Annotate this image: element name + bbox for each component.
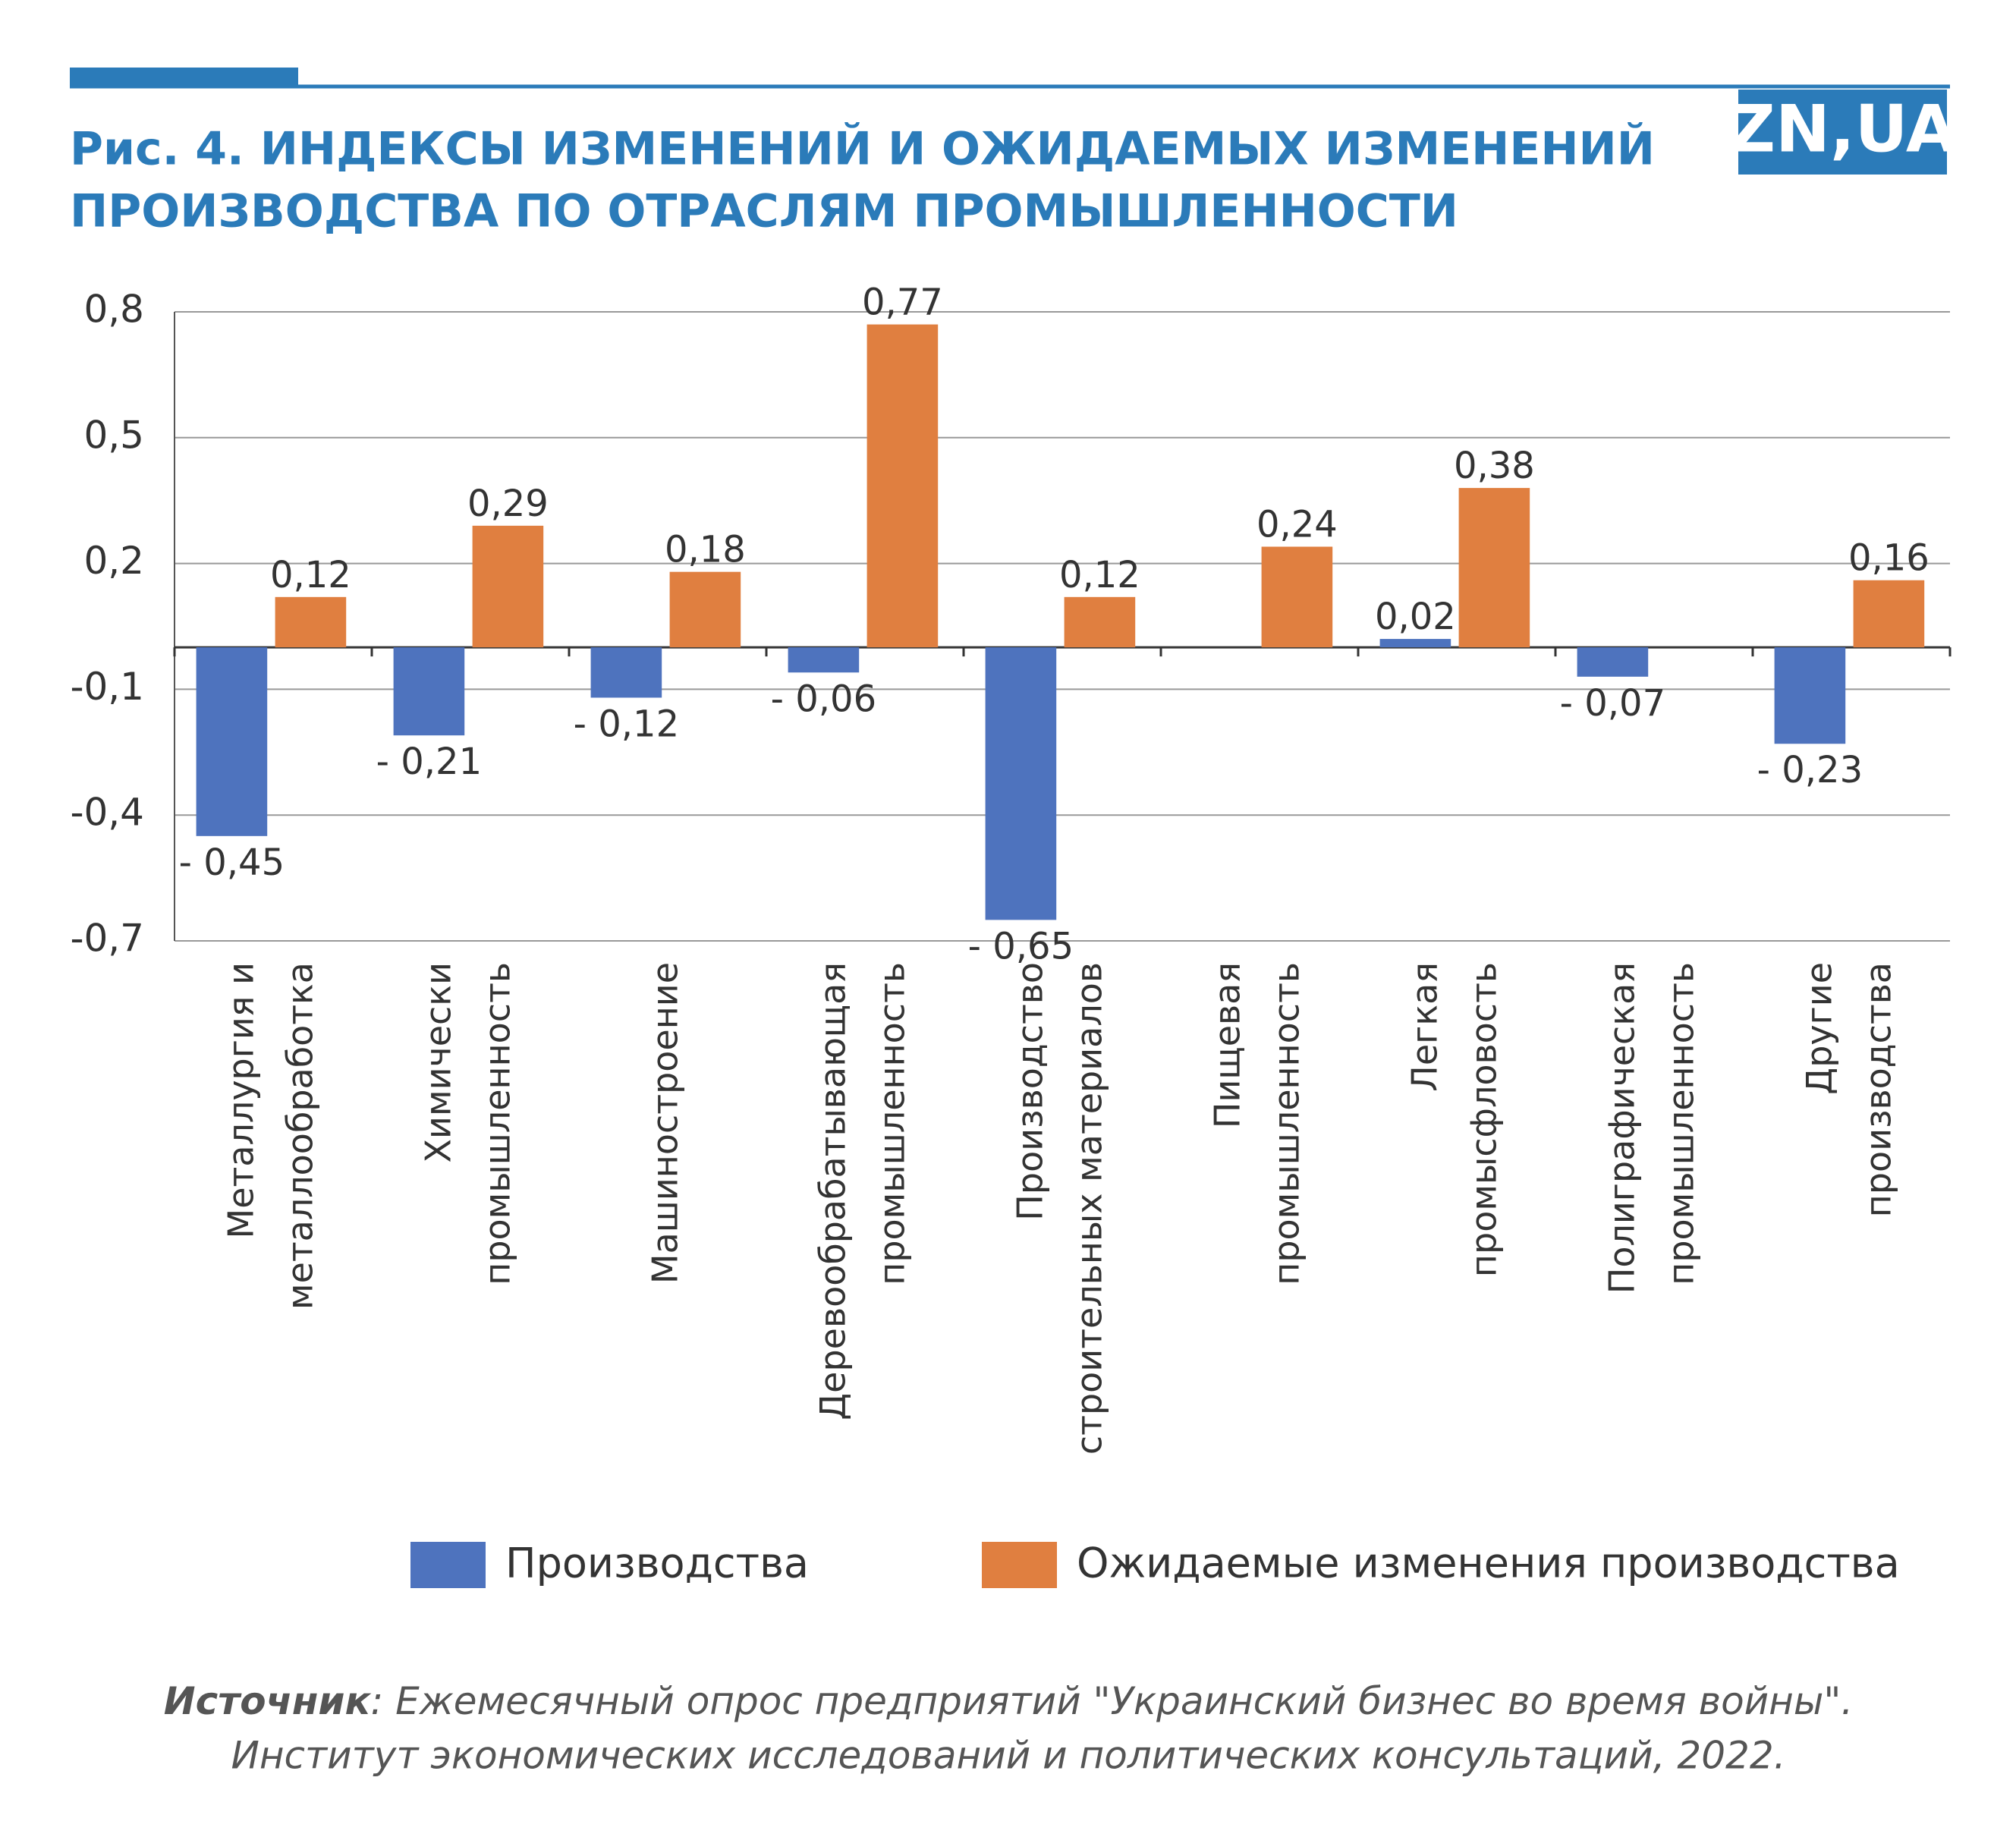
value-label: 0,12 <box>270 554 351 596</box>
logo: ZN,UA <box>1728 91 1957 167</box>
bar <box>788 647 860 673</box>
y-tick-label: -0,1 <box>70 665 144 709</box>
x-tick-label: Машиностроение <box>645 962 686 1284</box>
x-tick-label: металлообработка <box>280 962 321 1310</box>
bar <box>1458 488 1530 648</box>
value-label: 0,16 <box>1848 537 1930 580</box>
bar <box>590 647 662 698</box>
value-label: 0,02 <box>1375 596 1456 638</box>
value-label: - 0,12 <box>574 703 679 745</box>
x-tick-label: Деревообрабатывающая <box>813 962 854 1420</box>
bar <box>472 525 544 648</box>
bar <box>1853 580 1925 648</box>
source: Источник: Ежемесячный опрос предприятий … <box>164 1679 1854 1723</box>
value-label: 0,18 <box>665 529 746 571</box>
legend-swatch <box>410 1542 486 1588</box>
value-label: 0,29 <box>467 483 549 525</box>
legend-swatch <box>982 1542 1057 1588</box>
bar <box>1064 596 1136 648</box>
bar <box>1379 639 1451 648</box>
x-tick-label: Другие <box>1799 962 1840 1095</box>
source-label: Источник <box>164 1679 372 1723</box>
legend-label: Ожидаемые изменения производства <box>1077 1540 1900 1587</box>
x-tick-label: Производство <box>1010 962 1051 1221</box>
value-label: - 0,06 <box>771 678 876 720</box>
bar <box>669 571 741 648</box>
bar <box>393 647 465 736</box>
bar <box>1774 647 1846 744</box>
x-tick-label: промышленность <box>477 962 518 1285</box>
source-text: : Ежемесячный опрос предприятий "Украинс… <box>370 1679 1853 1723</box>
chart-title: Рис. 4. ИНДЕКСЫ ИЗМЕНЕНИЙ И ОЖИДАЕМЫХ ИЗ… <box>70 121 1655 176</box>
value-label: - 0,45 <box>179 841 285 884</box>
y-tick-label: 0,5 <box>83 413 144 457</box>
x-tick-label: Полиграфическая <box>1602 962 1643 1294</box>
value-label: 0,12 <box>1059 554 1140 596</box>
x-tick-label: промышленность <box>1661 962 1702 1285</box>
bar <box>1577 647 1649 677</box>
x-tick-label: Металлургия и <box>221 962 262 1238</box>
y-tick-label: -0,4 <box>70 791 144 835</box>
x-tick-label: Пищевая <box>1207 962 1248 1128</box>
x-tick-label: Химически <box>418 962 459 1162</box>
x-tick-label: производства <box>1858 962 1899 1217</box>
bar <box>985 647 1057 920</box>
chart-title: ПРОИЗВОДСТВА ПО ОТРАСЛЯМ ПРОМЫШЛЕННОСТИ <box>70 185 1458 238</box>
value-label: - 0,23 <box>1757 749 1863 791</box>
bar <box>275 596 347 648</box>
y-tick-label: 0,2 <box>83 539 144 583</box>
value-label: 0,77 <box>862 282 943 324</box>
value-label: - 0,21 <box>376 741 482 783</box>
x-tick-label: промышленность <box>1266 962 1307 1285</box>
source-text: Институт экономических исследований и по… <box>231 1734 1785 1778</box>
value-label: 0,38 <box>1454 445 1535 487</box>
legend-label: Производства <box>505 1540 809 1587</box>
y-tick-label: 0,8 <box>83 288 144 332</box>
value-label: 0,24 <box>1256 503 1338 546</box>
x-tick-label: промышленность <box>872 962 913 1285</box>
y-tick-label: -0,7 <box>70 917 144 961</box>
logo-box <box>1738 90 1947 175</box>
bar <box>866 324 939 648</box>
bar <box>1261 546 1333 648</box>
x-tick-label: строительных материалов <box>1069 962 1110 1455</box>
value-label: - 0,65 <box>968 925 1074 967</box>
bar <box>196 647 268 836</box>
x-tick-label: промысфловость <box>1464 962 1505 1277</box>
value-label: - 0,07 <box>1560 682 1665 725</box>
x-tick-label: Легкая <box>1404 962 1445 1092</box>
